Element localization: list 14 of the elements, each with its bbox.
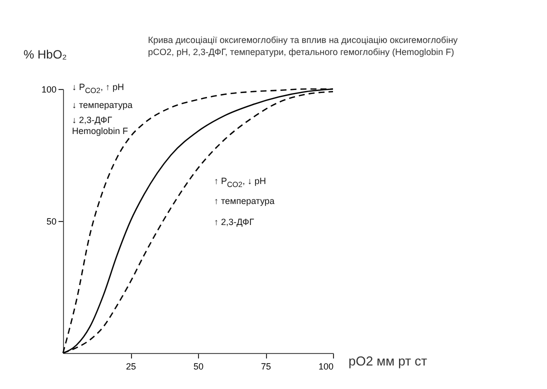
x-tick-label: 75 (260, 362, 272, 372)
x-tick-label: 100 (318, 362, 334, 372)
x-axis-title: pO2 мм рт ст (348, 354, 428, 368)
x-tick-label: 25 (126, 362, 136, 372)
y-axis-title: % HbO₂ (24, 48, 68, 62)
annotation: ↑ температура (214, 196, 275, 207)
annotation: ↓ P$_{CO2}$, ↑ pH (72, 82, 124, 96)
chart-title: Крива дисоціації оксигемоглобіну та вплив на дисоціацію оксигемоглобіну pCO2, pH, 2,3-ДФГ, температури, фетального гемоглобіну (Hemoglobin F) (148, 34, 459, 58)
x-tick-label: 50 (193, 362, 204, 372)
annotation: ↓ температура (72, 100, 133, 111)
annotation: ↑ 2,3-ДФГ (214, 217, 254, 228)
annotation: ↓ 2,3-ДФГ (72, 115, 112, 126)
annotation: ↑ P$_{CO2}$, ↓ pH (214, 176, 266, 190)
annotation: Hemoglobin F (72, 126, 128, 137)
